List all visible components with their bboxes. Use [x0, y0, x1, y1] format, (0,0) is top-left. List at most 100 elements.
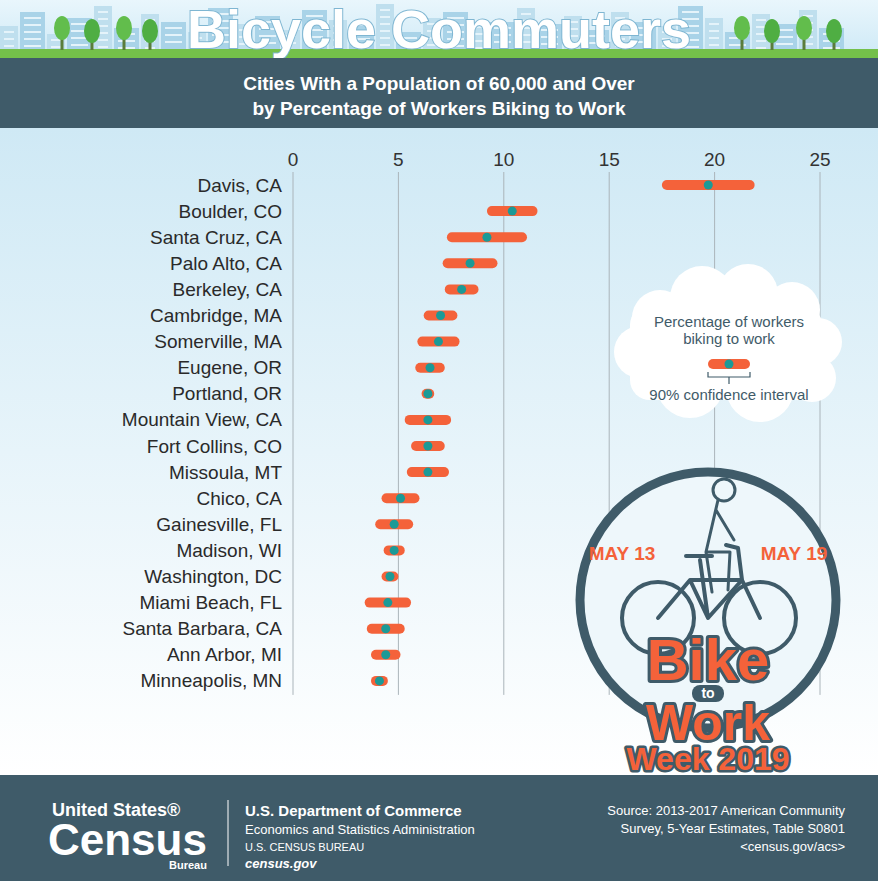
tree-top — [734, 16, 750, 40]
infographic: Bicycle Commuters Cities With a Populatio… — [0, 0, 878, 881]
window — [24, 24, 41, 26]
legend-label: Percentage of workersbiking to work — [654, 313, 804, 347]
tree-top — [764, 19, 780, 43]
window — [756, 19, 766, 21]
window — [165, 27, 182, 29]
window — [98, 25, 108, 27]
legend: Percentage of workersbiking to work 90% c… — [614, 264, 842, 422]
city-label: Santa Barbara, CA — [123, 618, 283, 639]
window — [24, 17, 41, 19]
chart-subtitle: by Percentage of Workers Biking to Work — [252, 98, 625, 119]
grid-line — [293, 172, 294, 695]
confidence-interval — [384, 545, 405, 555]
city-label: Eugene, OR — [177, 357, 282, 378]
city-label: Somerville, MA — [154, 331, 282, 352]
estimate-dot — [423, 468, 432, 477]
estimate-dot — [423, 415, 432, 424]
building — [161, 22, 186, 52]
estimate-dot — [704, 181, 713, 190]
confidence-interval — [371, 650, 401, 660]
estimate-dot — [434, 337, 443, 346]
agency-line: U.S. CENSUS BUREAU — [245, 841, 364, 853]
agency-line: census.gov — [245, 856, 317, 871]
window — [24, 45, 41, 47]
window — [709, 44, 719, 46]
window — [756, 47, 766, 49]
main-title: Bicycle Commuters — [187, 0, 691, 59]
confidence-interval — [371, 676, 388, 686]
tree-top — [796, 16, 812, 40]
estimate-dot — [508, 207, 517, 216]
badge-title: Bike — [647, 627, 770, 692]
city-label: Mountain View, CA — [122, 409, 283, 430]
tree-top — [54, 16, 70, 40]
confidence-interval — [407, 467, 449, 477]
window — [756, 40, 766, 42]
legend-label-line: biking to work — [683, 330, 775, 347]
legend-label-line: Percentage of workers — [654, 313, 804, 330]
window — [4, 45, 14, 47]
estimate-dot — [390, 546, 399, 555]
tree-top — [826, 19, 842, 43]
agency-line: Economics and Statistics Administration — [245, 822, 475, 837]
estimate-dot — [396, 494, 405, 503]
window — [709, 37, 719, 39]
estimate-dot — [423, 442, 432, 451]
window — [51, 46, 61, 48]
x-tick-label: 20 — [704, 149, 725, 170]
x-tick-label: 0 — [288, 149, 299, 170]
city-label: Cambridge, MA — [150, 305, 282, 326]
city-label: Chico, CA — [196, 488, 282, 509]
estimate-dot — [436, 311, 445, 320]
city-label: Palo Alto, CA — [170, 253, 282, 274]
city-label: Washington, DC — [144, 566, 282, 587]
agency-line: U.S. Department of Commerce — [245, 802, 462, 819]
estimate-dot — [423, 389, 432, 398]
window — [98, 18, 108, 20]
logo-census: Census — [48, 815, 207, 864]
confidence-interval — [365, 598, 411, 608]
source-line: Survey, 5-Year Estimates, Table S0801 — [621, 821, 846, 836]
legend-bracket — [708, 372, 750, 384]
window — [4, 31, 14, 33]
confidence-interval — [443, 258, 498, 268]
sky — [0, 0, 878, 58]
city-label: Madison, WI — [176, 540, 282, 561]
legend-interval-label: 90% confidence interval — [649, 386, 808, 403]
confidence-interval — [487, 206, 538, 216]
chart-title: Cities With a Population of 60,000 and O… — [243, 73, 635, 94]
city-label: Berkeley, CA — [173, 279, 283, 300]
grid-line — [398, 172, 399, 695]
window — [98, 11, 108, 13]
window — [98, 39, 108, 41]
window — [709, 30, 719, 32]
window — [98, 46, 108, 48]
estimate-dot — [482, 233, 491, 242]
legend-sample-bar — [708, 359, 750, 369]
rider-head — [713, 479, 735, 501]
logo-line: Bureau — [169, 859, 207, 871]
x-tick-label: 5 — [393, 149, 404, 170]
estimate-dot — [466, 259, 475, 268]
title-band — [0, 58, 878, 128]
city-label: Portland, OR — [172, 383, 282, 404]
confidence-interval — [375, 519, 413, 529]
confidence-interval — [382, 572, 399, 582]
grid-line — [503, 172, 504, 695]
window — [24, 31, 41, 33]
city-label: Boulder, CO — [179, 201, 283, 222]
city-label: Miami Beach, FL — [139, 592, 282, 613]
window — [4, 38, 14, 40]
confidence-interval — [424, 311, 458, 321]
badge-end: MAY 19 — [761, 543, 828, 564]
building — [20, 12, 45, 52]
building — [141, 14, 159, 52]
confidence-interval — [662, 180, 755, 190]
footer-divider — [228, 800, 229, 866]
window — [118, 47, 135, 49]
window — [776, 43, 793, 45]
confidence-interval — [411, 441, 445, 451]
badge: MAY 13MAY 19BiketoWorkWeek 2019 — [580, 472, 836, 777]
footer — [0, 775, 878, 881]
estimate-dot — [457, 285, 466, 294]
